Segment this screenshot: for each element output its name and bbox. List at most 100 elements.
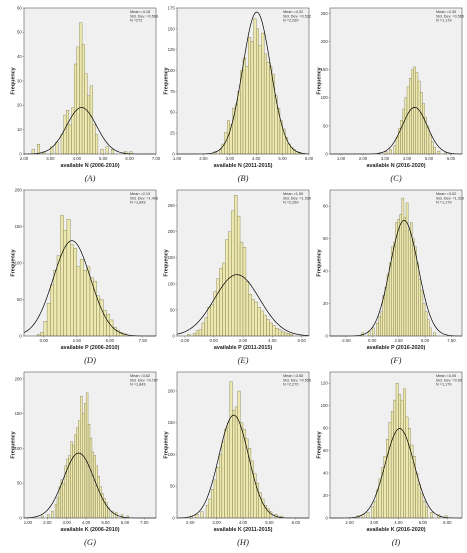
histogram-bar bbox=[68, 124, 72, 155]
x-axis-label: available N (2016-2020) bbox=[366, 163, 425, 169]
histogram-bar bbox=[404, 97, 408, 155]
histogram-bar bbox=[437, 151, 441, 155]
histogram-panel-e: 0 50 100 150 200 250 -2.00 0.00 2.00 4.00 6.00 Freq… bbox=[163, 188, 313, 366]
histogram-bar bbox=[76, 427, 79, 519]
histogram-bar bbox=[240, 422, 244, 519]
x-tick-label: 4.00 bbox=[82, 520, 91, 525]
stats-line: Std. Dev. =0.59 bbox=[436, 378, 462, 382]
histogram-svg: 0 20 40 60 80 100 120 2.00 3.00 4.00 5.00 6.00 Frequ… bbox=[317, 371, 463, 547]
histogram-bar bbox=[261, 32, 265, 155]
x-axis-label: available K (2006-2010) bbox=[60, 527, 119, 533]
histogram-bar bbox=[221, 441, 225, 519]
histogram-bar bbox=[31, 148, 35, 155]
histogram-bar bbox=[201, 322, 206, 337]
histogram-panel-f: 0 20 40 60 80 -2.50 0.00 2.50 5.00 7.50 Frequency a… bbox=[316, 188, 466, 366]
y-axis-label: Frequency bbox=[11, 431, 17, 458]
histogram-bar bbox=[257, 307, 261, 337]
stats-line: Std. Dev. =1.539 bbox=[283, 196, 311, 200]
histogram-bar bbox=[76, 266, 81, 337]
histogram-bar bbox=[47, 514, 50, 519]
histogram-bar bbox=[80, 396, 83, 519]
stats-line: Mean =3.65 bbox=[283, 374, 303, 378]
histogram-bar bbox=[371, 506, 375, 519]
histogram-bar bbox=[84, 73, 88, 155]
x-axis-label: available N (2006-2010) bbox=[60, 163, 119, 169]
histogram-bar bbox=[46, 302, 51, 337]
y-tick-label: 25 bbox=[170, 131, 175, 136]
histogram-bar bbox=[425, 506, 428, 519]
y-tick-label: 20 bbox=[323, 493, 328, 498]
stats-line: Std. Dev. =0.568 bbox=[130, 14, 158, 18]
x-tick-label: 6.00 bbox=[121, 520, 130, 525]
histogram-bar bbox=[426, 125, 430, 155]
histogram-bar bbox=[110, 148, 114, 155]
stats-line: N =1,179 bbox=[436, 19, 452, 23]
histogram-bar bbox=[204, 317, 208, 337]
y-tick-label: 75 bbox=[170, 89, 175, 94]
y-tick-label: 0 bbox=[19, 515, 22, 520]
histogram-bar bbox=[239, 241, 244, 337]
histogram-bar bbox=[408, 427, 411, 519]
y-tick-label: 150 bbox=[321, 67, 329, 72]
histogram-bar bbox=[258, 45, 262, 155]
histogram-bar bbox=[240, 70, 244, 155]
x-tick-label: 2.00 bbox=[43, 520, 52, 525]
y-tick-label: 40 bbox=[323, 269, 328, 274]
x-tick-label: 6.00 bbox=[292, 520, 301, 525]
histogram-bar bbox=[405, 416, 409, 519]
histogram-bar bbox=[254, 301, 258, 337]
y-tick-label: 175 bbox=[168, 6, 176, 10]
stats-line: N =2,270 bbox=[283, 383, 299, 387]
y-tick-label: 200 bbox=[321, 39, 329, 44]
histogram-bar bbox=[407, 230, 411, 337]
x-tick-label: 1.00 bbox=[337, 156, 346, 161]
panel-caption: (D) bbox=[84, 355, 96, 365]
stats-line: Std. Dev. =0.559 bbox=[283, 378, 311, 382]
histogram-bar bbox=[260, 310, 264, 337]
x-tick-label: 2.50 bbox=[73, 338, 82, 343]
x-axis-label: available P (2011-2015) bbox=[214, 345, 273, 351]
y-tick-label: 60 bbox=[17, 6, 22, 10]
histogram-bar bbox=[66, 110, 70, 155]
stats-line: Std. Dev. =0.787 bbox=[130, 378, 158, 382]
x-tick-label: 5.00 bbox=[425, 156, 434, 161]
histogram-bar bbox=[242, 247, 247, 337]
y-tick-label: 10 bbox=[17, 127, 22, 132]
histogram-bar bbox=[420, 493, 424, 519]
histogram-bar bbox=[37, 144, 41, 155]
histogram-bar bbox=[397, 219, 400, 337]
y-axis-label: Frequency bbox=[317, 431, 323, 458]
x-axis-label: available P (2006-2010) bbox=[61, 345, 120, 351]
histogram-bar bbox=[428, 134, 432, 155]
x-tick-label: 4.00 bbox=[268, 338, 277, 343]
histogram-bar bbox=[422, 103, 425, 155]
histogram-bar bbox=[250, 41, 254, 155]
plot-background bbox=[330, 8, 462, 154]
normal-curve bbox=[23, 240, 156, 337]
stats-line: Mean =3.02 bbox=[436, 192, 456, 196]
histogram-bar bbox=[213, 479, 217, 519]
histogram-bar bbox=[398, 394, 402, 519]
panel-caption: (B) bbox=[238, 173, 249, 183]
histogram-bar bbox=[200, 511, 204, 519]
histogram-bar bbox=[393, 241, 396, 337]
histogram-bar bbox=[393, 399, 397, 519]
histogram-bar bbox=[232, 409, 236, 519]
histogram-bar bbox=[429, 327, 432, 337]
y-tick-label: 60 bbox=[323, 448, 328, 453]
panel-caption: (A) bbox=[85, 173, 96, 183]
y-tick-label: 0 bbox=[325, 151, 328, 156]
histogram-bar bbox=[234, 195, 238, 337]
histogram-bar bbox=[395, 383, 399, 519]
x-tick-label: 6.00 bbox=[125, 156, 134, 161]
x-axis-label: available K (2016-2020) bbox=[366, 527, 425, 533]
panel-caption: (F) bbox=[391, 355, 402, 365]
histogram-bar bbox=[420, 290, 424, 337]
y-tick-label: 50 bbox=[170, 484, 175, 489]
x-tick-label: 7.00 bbox=[140, 520, 149, 525]
histogram-bar bbox=[390, 411, 394, 519]
histogram-bar bbox=[87, 423, 91, 519]
histogram-bar bbox=[229, 381, 233, 519]
normal-curve bbox=[176, 274, 310, 336]
x-tick-label: 6.00 bbox=[447, 156, 456, 161]
